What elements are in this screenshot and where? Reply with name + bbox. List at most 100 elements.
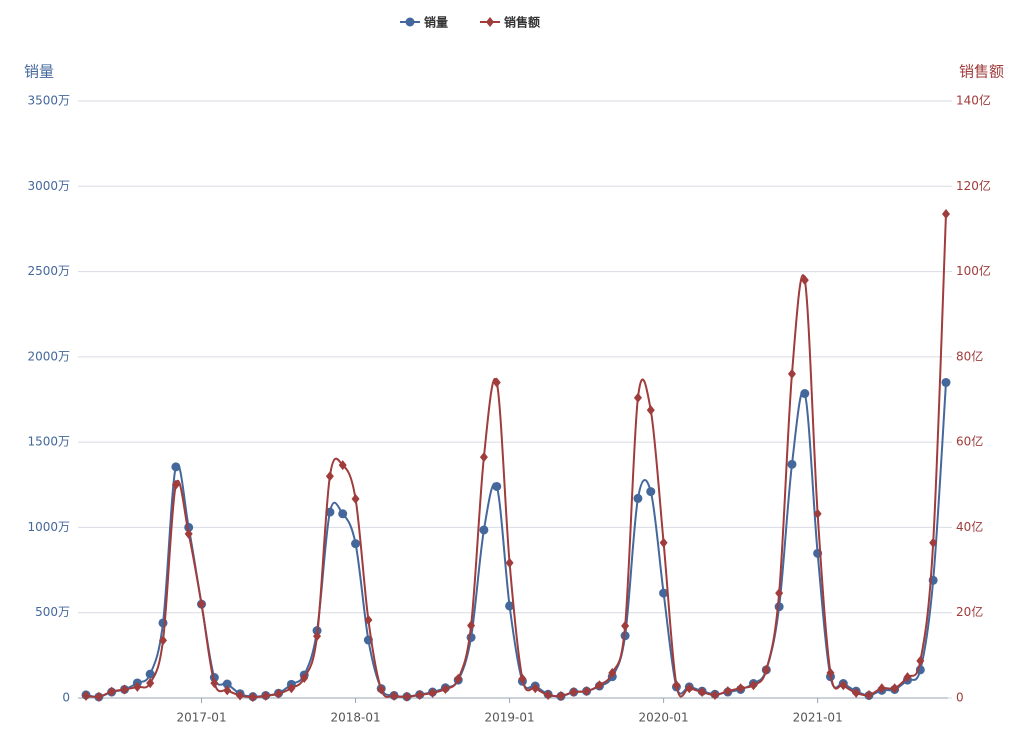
- y-tick-label: 3000万: [27, 179, 70, 193]
- point: [351, 539, 361, 549]
- point: [864, 690, 873, 701]
- point: [749, 680, 758, 691]
- point: [556, 690, 565, 701]
- point: [313, 631, 322, 642]
- point: [723, 686, 732, 697]
- point: [826, 667, 835, 678]
- legend-label: 销售额: [504, 15, 540, 30]
- point: [916, 655, 925, 666]
- series-line: [85, 213, 947, 699]
- y-tick-label: 0: [62, 691, 70, 705]
- point: [171, 462, 181, 472]
- y-tick-label: 500万: [35, 605, 70, 619]
- series-line: [85, 382, 947, 699]
- point: [467, 620, 476, 631]
- point: [672, 680, 681, 691]
- point: [145, 669, 155, 679]
- point: [646, 487, 656, 497]
- point: [351, 493, 360, 504]
- point: [107, 686, 116, 697]
- y2-tick-label: 140亿: [956, 93, 991, 108]
- y-tick-label: 3500万: [27, 94, 70, 108]
- point: [428, 687, 437, 698]
- point: [903, 672, 912, 683]
- point: [505, 601, 515, 611]
- point: [800, 275, 809, 286]
- point: [364, 614, 373, 625]
- y-tick-label: 1000万: [27, 520, 70, 534]
- y-tick-label: 1500万: [27, 435, 70, 449]
- point: [390, 690, 399, 701]
- point: [171, 479, 180, 490]
- point: [466, 632, 476, 642]
- point: [518, 673, 527, 684]
- point: [800, 389, 810, 399]
- point: [402, 691, 411, 702]
- y2-tick-label: 40亿: [956, 519, 983, 534]
- point: [405, 17, 415, 27]
- point: [633, 392, 642, 403]
- point: [223, 685, 232, 696]
- point: [146, 678, 155, 689]
- point: [942, 209, 950, 220]
- point: [120, 684, 129, 695]
- point: [158, 618, 168, 628]
- point: [479, 452, 488, 463]
- y-tick-label: 2500万: [27, 264, 70, 278]
- point: [736, 683, 745, 694]
- y2-tick-label: 100亿: [956, 263, 991, 278]
- point: [248, 692, 257, 703]
- point: [454, 673, 463, 684]
- x-tick-label: 2018-01: [330, 711, 380, 725]
- point: [325, 471, 334, 482]
- x-tick-label: 2019-01: [485, 711, 535, 725]
- point: [608, 667, 617, 678]
- point: [486, 17, 494, 27]
- point: [775, 588, 784, 599]
- point: [569, 687, 578, 698]
- point: [479, 525, 489, 535]
- point: [852, 687, 861, 698]
- point: [274, 688, 283, 699]
- point: [287, 683, 296, 694]
- point: [82, 690, 90, 701]
- point: [710, 690, 719, 701]
- point: [646, 405, 655, 416]
- point: [544, 690, 553, 701]
- point: [197, 599, 206, 610]
- point: [377, 684, 386, 695]
- x-tick-label: 2020-01: [639, 711, 689, 725]
- point: [236, 690, 245, 701]
- point: [222, 679, 232, 689]
- point: [633, 493, 643, 503]
- point: [762, 664, 771, 675]
- point: [338, 509, 348, 519]
- point: [929, 537, 938, 548]
- point: [698, 687, 707, 698]
- point: [261, 690, 270, 701]
- point: [890, 683, 899, 694]
- y2-tick-label: 0: [956, 691, 964, 705]
- point: [941, 377, 951, 387]
- y2-tick-label: 60亿: [956, 434, 983, 449]
- point: [415, 690, 424, 701]
- point: [531, 683, 540, 694]
- point: [210, 678, 219, 689]
- point: [595, 680, 604, 691]
- y-axis-title: 销量: [24, 63, 54, 81]
- y2-tick-label: 120亿: [956, 178, 991, 193]
- point: [685, 683, 694, 694]
- point: [621, 620, 630, 631]
- legend-label: 销量: [424, 15, 448, 30]
- y2-tick-label: 80亿: [956, 348, 983, 363]
- point: [184, 528, 193, 539]
- point: [505, 557, 514, 568]
- point: [659, 588, 669, 598]
- point: [839, 680, 848, 691]
- point: [492, 377, 501, 388]
- point: [787, 459, 797, 469]
- point: [300, 672, 309, 683]
- point: [492, 481, 502, 491]
- point: [159, 635, 168, 646]
